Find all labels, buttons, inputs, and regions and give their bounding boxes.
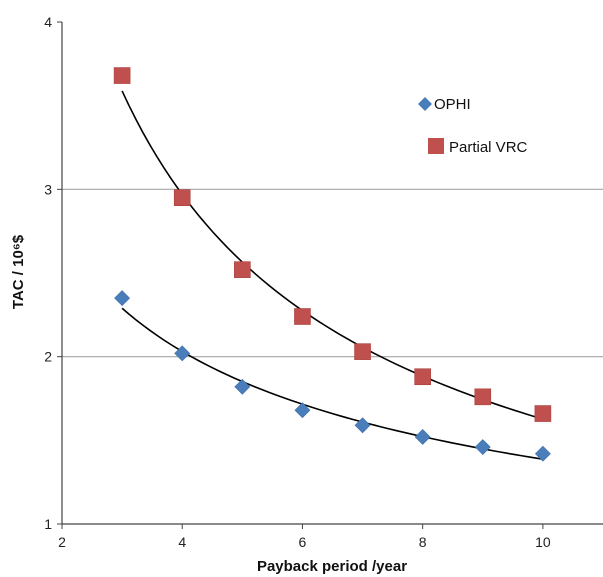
legend-marker-partial-vrc	[428, 138, 444, 154]
point-partial-vrc-4	[173, 189, 191, 206]
trendline-partial-vrc	[121, 90, 544, 420]
trendlines	[121, 90, 544, 461]
x-tick-label-6: 6	[299, 534, 307, 550]
y-tick-labels: 1 2 3 4	[44, 14, 52, 532]
point-ophi-7	[354, 417, 371, 434]
y-tick-label-3: 3	[44, 181, 52, 197]
point-partial-vrc-10	[534, 405, 552, 422]
x-axis-title: Payback period /year	[257, 558, 407, 575]
point-ophi-5	[234, 378, 251, 395]
point-ophi-10	[534, 445, 551, 462]
point-partial-vrc-9	[474, 388, 492, 406]
trendline-ophi	[121, 307, 544, 461]
x-tick-label-2: 2	[58, 534, 66, 550]
point-partial-vrc-8	[414, 368, 431, 386]
y-tick-label-4: 4	[44, 14, 52, 30]
gridlines	[62, 188, 603, 358]
axes	[57, 21, 603, 529]
x-tick-labels: 2 4 6 8 10	[58, 534, 551, 550]
legend-label-partial-vrc: Partial VRC	[449, 139, 528, 156]
legend-box	[417, 77, 555, 187]
y-tick-label-2: 2	[44, 349, 52, 365]
point-ophi-8	[414, 429, 431, 445]
legend: OPHI Partial VRC	[417, 77, 555, 187]
point-partial-vrc-3	[113, 67, 131, 84]
legend-marker-ophi	[418, 97, 432, 111]
legend-label-ophi: OPHI	[434, 96, 471, 113]
point-ophi-9	[474, 439, 491, 455]
point-partial-vrc-5	[234, 261, 251, 278]
point-partial-vrc-6	[294, 308, 311, 325]
point-ophi-6	[294, 402, 311, 419]
x-tick-label-8: 8	[419, 534, 427, 550]
point-ophi-3	[114, 290, 131, 307]
x-tick-label-10: 10	[535, 534, 551, 550]
x-tick-label-4: 4	[178, 534, 186, 550]
data-points	[113, 67, 552, 462]
point-ophi-4	[174, 345, 191, 362]
y-tick-label-1: 1	[44, 516, 52, 532]
y-axis-title: TAC / 10⁶$	[10, 234, 27, 309]
point-partial-vrc-7	[354, 343, 371, 360]
